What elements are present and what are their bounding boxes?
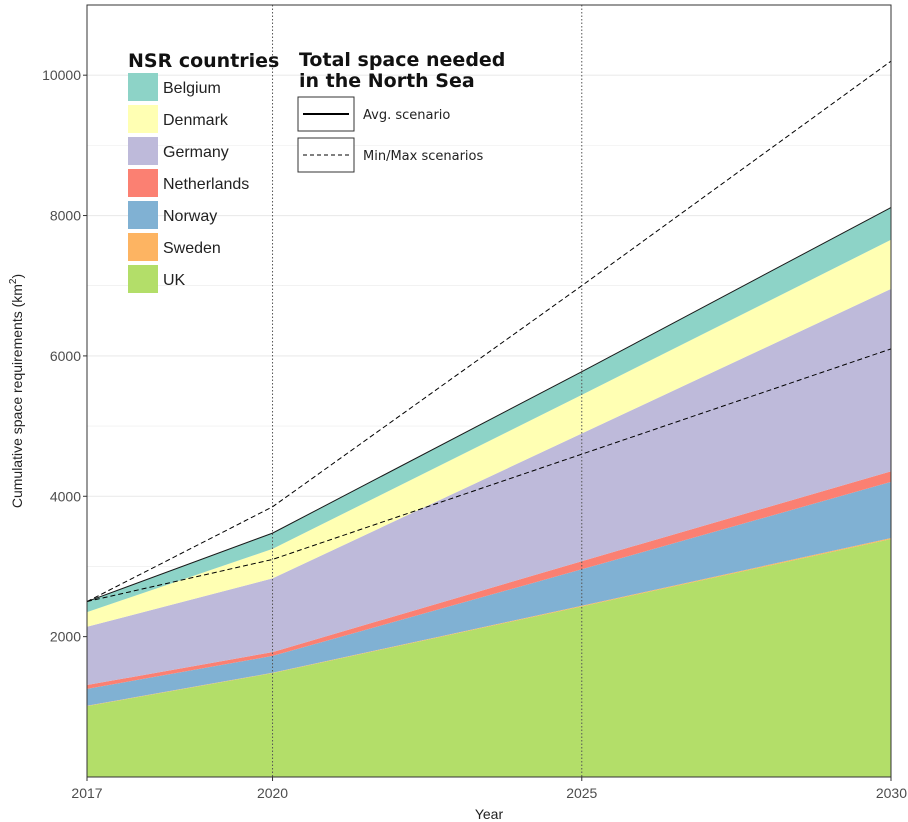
max-scenario-line	[86, 60, 892, 602]
legend-swatch-denmark	[128, 105, 158, 133]
stacked-areas	[87, 207, 891, 777]
legend-swatch-belgium	[128, 73, 158, 101]
legend-scenarios: Total space needed in the North Sea Avg.…	[297, 49, 505, 173]
x-tick-label: 2025	[566, 785, 597, 801]
scenario-lines	[86, 60, 892, 603]
legend-swatch-netherlands	[128, 169, 158, 197]
legend-swatch-germany	[128, 137, 158, 165]
y-tick-label: 8000	[50, 208, 81, 224]
legend-label-germany: Germany	[163, 144, 229, 161]
legend-label-denmark: Denmark	[163, 112, 229, 129]
y-tick-label: 10000	[42, 67, 81, 83]
y-tick-label: 2000	[50, 629, 81, 645]
legend-label-belgium: Belgium	[163, 80, 221, 97]
area-norway	[87, 481, 891, 706]
y-tick-label: 6000	[50, 348, 81, 364]
avg-scenario-line	[86, 207, 892, 603]
area-germany	[87, 288, 891, 686]
legend-label-netherlands: Netherlands	[163, 176, 249, 193]
legend-label-sweden: Sweden	[163, 240, 221, 257]
legend-countries: NSR countries Belgium Denmark Germany Nethe…	[128, 50, 279, 293]
area-denmark	[87, 239, 891, 627]
legend-swatch-uk	[128, 265, 158, 293]
reference-lines	[272, 5, 583, 777]
legend-countries-title: NSR countries	[128, 50, 279, 72]
x-tick-label: 2030	[876, 785, 907, 801]
legend-minmax-label: Min/Max scenarios	[363, 149, 483, 164]
x-tick-label: 2020	[257, 785, 288, 801]
y-axis-title: Cumulative space requirements (km2)	[8, 274, 25, 508]
legend-label-uk: UK	[163, 272, 186, 289]
legend-avg-label: Avg. scenario	[363, 108, 450, 123]
y-tick-label: 4000	[50, 488, 81, 504]
plot-panel-border	[86, 4, 892, 778]
axis-ticks: 2000 4000 6000 8000 10000 2017 2020 2025 2030	[42, 67, 907, 801]
x-tick-label: 2017	[71, 785, 102, 801]
legend-swatch-norway	[128, 201, 158, 229]
area-uk	[87, 539, 891, 777]
legend-swatch-sweden	[128, 233, 158, 261]
legend-label-norway: Norway	[163, 208, 217, 225]
min-scenario-line	[86, 348, 892, 603]
legend-scenarios-title-line2: in the North Sea	[299, 70, 475, 92]
legend-scenarios-title-line1: Total space needed	[299, 49, 505, 71]
x-axis-title: Year	[475, 806, 504, 822]
